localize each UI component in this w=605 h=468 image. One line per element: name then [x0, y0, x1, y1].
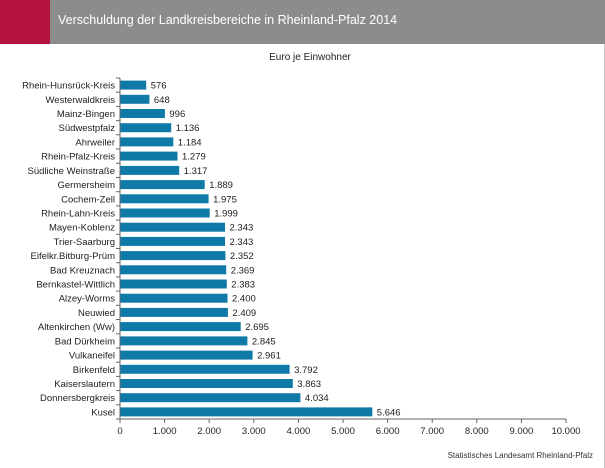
- category-label: Rhein-Hunsrück-Kreis: [22, 81, 115, 92]
- bar-11: [120, 236, 225, 246]
- bar-19: [120, 350, 253, 360]
- bar-6: [120, 165, 180, 175]
- x-tick-label: 0: [117, 426, 122, 437]
- value-label: 996: [169, 109, 185, 120]
- category-label: Mainz-Bingen: [57, 109, 115, 120]
- bar-2: [120, 109, 165, 118]
- x-tick-label: 10.000: [551, 426, 580, 437]
- category-label: Vulkaneifel: [69, 351, 115, 362]
- value-label: 1.136: [176, 123, 200, 134]
- axes-group: Rhein-Hunsrück-Kreis Westerwaldkreis Mainz…: [22, 77, 581, 437]
- bar-20: [120, 364, 290, 374]
- category-label: Germersheim: [57, 180, 115, 191]
- value-label: 2.961: [257, 351, 281, 362]
- category-label: Bad Dürkheim: [55, 336, 115, 347]
- bar-14: [120, 279, 227, 289]
- value-label: 2.383: [231, 280, 255, 291]
- category-label: Mayen-Koblenz: [49, 223, 115, 234]
- value-label: 576: [151, 81, 167, 92]
- category-label: Neuwied: [78, 308, 115, 319]
- bar-4: [120, 137, 174, 147]
- source-note: Statistisches Landesamt Rheinland-Pfalz: [447, 451, 593, 460]
- header-bar: Verschuldung der Landkreisbereiche in Rh…: [0, 0, 605, 44]
- value-label: 2.409: [232, 308, 256, 319]
- x-tick-label: 9.000: [510, 426, 534, 437]
- bar-16: [120, 307, 228, 317]
- bar-7: [120, 180, 205, 190]
- value-label: 2.343: [230, 223, 254, 234]
- value-label: 1.889: [209, 180, 233, 191]
- bar-9: [120, 208, 210, 218]
- bar-23: [120, 407, 373, 417]
- category-label: Rhein-Pfalz-Kreis: [41, 152, 115, 163]
- x-tick-label: 2.000: [197, 426, 221, 437]
- x-tick-label: 6.000: [376, 426, 400, 437]
- value-label: 1.279: [182, 152, 206, 163]
- category-label: Rhein-Lahn-Kreis: [41, 209, 115, 220]
- value-label: 4.034: [305, 393, 329, 404]
- bar-0: [120, 80, 147, 90]
- x-tick-label: 5.000: [331, 426, 355, 437]
- value-label: 1.184: [178, 137, 202, 148]
- bar-5: [120, 151, 178, 161]
- value-label: 2.343: [230, 237, 254, 248]
- chart-title: Euro je Einwohner: [269, 52, 351, 63]
- x-tick-label: 7.000: [420, 426, 444, 437]
- category-label: Birkenfeld: [73, 365, 115, 376]
- category-label: Altenkirchen (Ww): [38, 322, 115, 333]
- category-label: Eifelkr.Bitburg-Prüm: [31, 251, 116, 262]
- x-tick-label: 4.000: [287, 426, 311, 437]
- category-label: Alzey-Worms: [59, 294, 116, 305]
- category-label: Südliche Weinstraße: [28, 166, 115, 177]
- value-label: 1.317: [184, 166, 208, 177]
- bar-13: [120, 265, 227, 275]
- category-label: Trier-Saarburg: [54, 237, 115, 248]
- bar-22: [120, 393, 301, 403]
- header-accent: [0, 0, 50, 44]
- bar-1: [120, 94, 150, 104]
- value-label: 2.400: [232, 294, 256, 305]
- bar-15: [120, 293, 228, 303]
- category-label: Kusel: [91, 407, 115, 418]
- value-label: 3.863: [297, 379, 321, 390]
- category-label: Bad Kreuznach: [50, 265, 115, 276]
- bar-3: [120, 123, 172, 133]
- value-label: 1.999: [214, 209, 238, 220]
- value-label: 2.352: [230, 251, 254, 262]
- category-label: Bernkastel-Wittlich: [36, 280, 115, 291]
- value-label: 1.975: [213, 194, 237, 205]
- category-label: Donnersbergkreis: [40, 393, 115, 404]
- value-label: 2.695: [245, 322, 269, 333]
- bar-8: [120, 194, 209, 204]
- bar-10: [120, 222, 225, 232]
- bar-17: [120, 322, 241, 332]
- value-label: 2.369: [231, 265, 255, 276]
- category-label: Südwestpfalz: [58, 123, 115, 134]
- x-tick-label: 1.000: [153, 426, 177, 437]
- category-label: Cochem-Zell: [61, 194, 115, 205]
- value-label: 648: [154, 95, 170, 106]
- page-title: Verschuldung der Landkreisbereiche in Rh…: [58, 13, 398, 27]
- category-label: Ahrweiler: [75, 137, 115, 148]
- x-tick-label: 3.000: [242, 426, 266, 437]
- value-label: 2.845: [252, 336, 276, 347]
- value-label: 3.792: [294, 365, 318, 376]
- value-label: 5.646: [377, 407, 401, 418]
- x-tick-label: 8.000: [465, 426, 489, 437]
- category-label: Kaiserslautern: [54, 379, 115, 390]
- bar-12: [120, 251, 226, 261]
- bar-18: [120, 336, 248, 346]
- category-label: Westerwaldkreis: [45, 95, 115, 106]
- bar-21: [120, 379, 293, 388]
